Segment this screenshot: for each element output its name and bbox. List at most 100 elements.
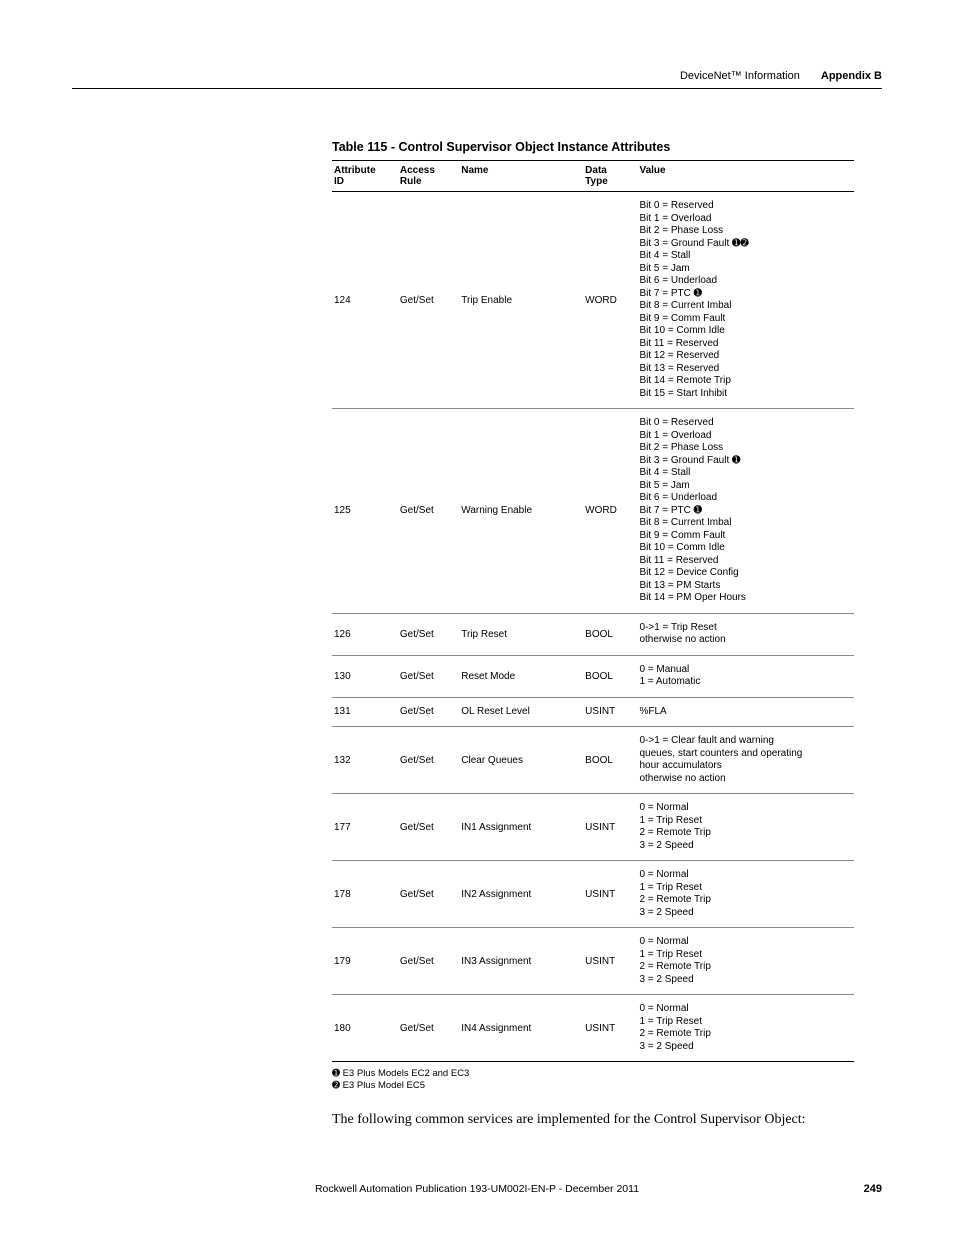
cell-attribute-id: 180 [332, 995, 398, 1062]
cell-attribute-id: 177 [332, 794, 398, 861]
header-rule [72, 88, 882, 89]
cell-access-rule: Get/Set [398, 697, 459, 727]
cell-access-rule: Get/Set [398, 613, 459, 655]
value-line: 2 = Remote Trip [639, 961, 848, 974]
value-line: Bit 5 = Jam [639, 263, 848, 276]
value-line: Bit 2 = Phase Loss [639, 225, 848, 238]
footnote-1: ➊ E3 Plus Models EC2 and EC3 [332, 1068, 882, 1080]
value-line: 3 = 2 Speed [639, 840, 848, 853]
value-line: Bit 7 = PTC ➊ [639, 505, 848, 518]
cell-access-rule: Get/Set [398, 928, 459, 995]
header-section: DeviceNet™ Information [680, 70, 800, 82]
cell-access-rule: Get/Set [398, 409, 459, 614]
value-line: hour accumulators [639, 760, 848, 773]
cell-name: Clear Queues [459, 727, 583, 794]
cell-value: 0->1 = Trip Resetotherwise no action [637, 613, 854, 655]
footnote-2: ➋ E3 Plus Model EC5 [332, 1080, 882, 1092]
value-line: 0->1 = Clear fault and warning [639, 735, 848, 748]
cell-access-rule: Get/Set [398, 727, 459, 794]
value-line: Bit 9 = Comm Fault [639, 313, 848, 326]
value-line: Bit 4 = Stall [639, 467, 848, 480]
value-line: 3 = 2 Speed [639, 1041, 848, 1054]
table-row: 132Get/SetClear QueuesBOOL0->1 = Clear f… [332, 727, 854, 794]
value-line: Bit 5 = Jam [639, 480, 848, 493]
value-line: Bit 10 = Comm Idle [639, 542, 848, 555]
cell-attribute-id: 131 [332, 697, 398, 727]
cell-name: IN4 Assignment [459, 995, 583, 1062]
table-caption: Table 115 - Control Supervisor Object In… [332, 140, 882, 154]
cell-attribute-id: 126 [332, 613, 398, 655]
value-line: 3 = 2 Speed [639, 974, 848, 987]
cell-access-rule: Get/Set [398, 995, 459, 1062]
value-line: Bit 4 = Stall [639, 250, 848, 263]
cell-value: 0 = Normal1 = Trip Reset2 = Remote Trip3… [637, 861, 854, 928]
footer-publication: Rockwell Automation Publication 193-UM00… [0, 1183, 954, 1195]
value-line: Bit 8 = Current Imbal [639, 517, 848, 530]
cell-data-type: BOOL [583, 655, 637, 697]
col-header-name: Name [459, 161, 583, 192]
cell-value: 0 = Normal1 = Trip Reset2 = Remote Trip3… [637, 928, 854, 995]
cell-data-type: USINT [583, 928, 637, 995]
main-content: Table 115 - Control Supervisor Object In… [332, 140, 882, 1130]
table-header-row: AttributeID AccessRule Name DataType Val… [332, 161, 854, 192]
value-line: 2 = Remote Trip [639, 1028, 848, 1041]
cell-name: IN3 Assignment [459, 928, 583, 995]
table-row: 131Get/SetOL Reset LevelUSINT%FLA [332, 697, 854, 727]
value-line: Bit 1 = Overload [639, 213, 848, 226]
cell-data-type: BOOL [583, 613, 637, 655]
value-line: 0->1 = Trip Reset [639, 622, 848, 635]
header-appendix: Appendix B [821, 70, 882, 82]
value-line: queues, start counters and operating [639, 748, 848, 761]
cell-attribute-id: 124 [332, 192, 398, 409]
table-row: 125Get/SetWarning EnableWORDBit 0 = Rese… [332, 409, 854, 614]
value-line: Bit 2 = Phase Loss [639, 442, 848, 455]
value-line: Bit 3 = Ground Fault ➊ [639, 455, 848, 468]
cell-name: Trip Enable [459, 192, 583, 409]
value-line: 2 = Remote Trip [639, 827, 848, 840]
cell-value: Bit 0 = ReservedBit 1 = OverloadBit 2 = … [637, 409, 854, 614]
cell-value: 0 = Normal1 = Trip Reset2 = Remote Trip3… [637, 995, 854, 1062]
cell-attribute-id: 132 [332, 727, 398, 794]
value-line: 0 = Normal [639, 1003, 848, 1016]
table-row: 130Get/SetReset ModeBOOL0 = Manual1 = Au… [332, 655, 854, 697]
col-header-type: DataType [583, 161, 637, 192]
value-line: Bit 7 = PTC ➊ [639, 288, 848, 301]
value-line: 1 = Trip Reset [639, 882, 848, 895]
cell-data-type: WORD [583, 409, 637, 614]
value-line: Bit 3 = Ground Fault ➊➋ [639, 238, 848, 251]
value-line: 0 = Normal [639, 869, 848, 882]
cell-data-type: USINT [583, 794, 637, 861]
value-line: Bit 0 = Reserved [639, 417, 848, 430]
cell-name: Warning Enable [459, 409, 583, 614]
value-line: Bit 11 = Reserved [639, 555, 848, 568]
page-number: 249 [864, 1183, 882, 1195]
value-line: Bit 6 = Underload [639, 492, 848, 505]
value-line: Bit 14 = Remote Trip [639, 375, 848, 388]
page-header: DeviceNet™ Information Appendix B [680, 70, 882, 82]
value-line: otherwise no action [639, 773, 848, 786]
value-line: Bit 12 = Device Config [639, 567, 848, 580]
value-line: 3 = 2 Speed [639, 907, 848, 920]
table-row: 124Get/SetTrip EnableWORDBit 0 = Reserve… [332, 192, 854, 409]
value-line: Bit 11 = Reserved [639, 338, 848, 351]
page: DeviceNet™ Information Appendix B Table … [0, 0, 954, 1235]
cell-value: 0->1 = Clear fault and warningqueues, st… [637, 727, 854, 794]
value-line: 1 = Automatic [639, 676, 848, 689]
value-line: 0 = Normal [639, 936, 848, 949]
value-line: Bit 15 = Start Inhibit [639, 388, 848, 401]
cell-name: Trip Reset [459, 613, 583, 655]
cell-access-rule: Get/Set [398, 655, 459, 697]
cell-name: IN2 Assignment [459, 861, 583, 928]
value-line: otherwise no action [639, 634, 848, 647]
cell-name: OL Reset Level [459, 697, 583, 727]
cell-name: Reset Mode [459, 655, 583, 697]
table-row: 177Get/SetIN1 AssignmentUSINT0 = Normal1… [332, 794, 854, 861]
cell-access-rule: Get/Set [398, 861, 459, 928]
cell-value: 0 = Manual1 = Automatic [637, 655, 854, 697]
value-line: %FLA [639, 706, 848, 719]
table-row: 178Get/SetIN2 AssignmentUSINT0 = Normal1… [332, 861, 854, 928]
value-line: 1 = Trip Reset [639, 1016, 848, 1029]
table-body: 124Get/SetTrip EnableWORDBit 0 = Reserve… [332, 192, 854, 1062]
cell-value: %FLA [637, 697, 854, 727]
value-line: 2 = Remote Trip [639, 894, 848, 907]
